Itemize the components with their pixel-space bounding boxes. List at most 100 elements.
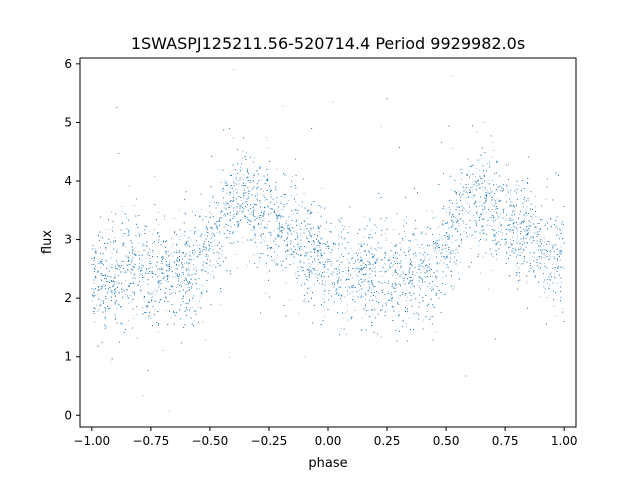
scatter-point <box>398 297 399 299</box>
scatter-point <box>542 281 544 283</box>
scatter-point <box>111 252 113 254</box>
scatter-point <box>259 261 260 263</box>
scatter-point <box>209 250 210 252</box>
scatter-point <box>220 304 222 306</box>
scatter-point <box>427 311 428 312</box>
scatter-point <box>526 206 528 208</box>
scatter-point <box>491 209 493 211</box>
scatter-point <box>538 267 539 269</box>
scatter-point <box>308 257 310 259</box>
scatter-point <box>288 200 289 202</box>
scatter-point <box>135 278 136 279</box>
scatter-point <box>198 230 200 231</box>
scatter-point <box>372 271 373 272</box>
scatter-point <box>550 280 551 281</box>
scatter-point <box>206 291 207 293</box>
scatter-point <box>300 248 302 250</box>
scatter-point <box>305 247 307 249</box>
scatter-point <box>459 218 461 219</box>
scatter-point <box>351 318 352 320</box>
scatter-point <box>338 234 339 236</box>
scatter-point <box>456 199 457 201</box>
scatter-point <box>282 106 284 107</box>
scatter-point <box>450 251 452 253</box>
scatter-point <box>147 291 149 293</box>
scatter-point <box>466 174 467 175</box>
scatter-point <box>317 270 318 271</box>
scatter-point <box>512 226 514 227</box>
scatter-point <box>255 246 257 248</box>
scatter-point <box>218 241 220 243</box>
scatter-point <box>124 233 126 234</box>
scatter-point <box>182 253 184 255</box>
scatter-point <box>440 260 441 262</box>
scatter-point <box>544 241 546 243</box>
scatter-point <box>204 234 206 235</box>
scatter-point <box>361 274 363 275</box>
scatter-point <box>256 200 258 202</box>
scatter-point <box>471 164 473 166</box>
scatter-point <box>129 295 131 296</box>
scatter-point <box>393 229 395 231</box>
scatter-point <box>183 256 185 257</box>
scatter-point <box>510 227 512 229</box>
scatter-point <box>128 259 130 260</box>
scatter-point <box>128 256 130 258</box>
scatter-point <box>260 227 261 229</box>
scatter-point <box>314 250 316 252</box>
scatter-point <box>246 201 248 202</box>
scatter-point <box>304 298 305 300</box>
scatter-point <box>519 276 521 277</box>
scatter-point <box>262 220 263 222</box>
scatter-point <box>484 189 485 191</box>
scatter-point <box>450 189 452 191</box>
scatter-point <box>309 210 311 211</box>
scatter-point <box>189 251 190 253</box>
scatter-point <box>353 253 355 255</box>
scatter-point <box>446 222 447 224</box>
scatter-point <box>262 239 264 241</box>
scatter-point <box>476 183 478 184</box>
scatter-point <box>394 257 396 259</box>
scatter-point <box>307 258 309 260</box>
scatter-point <box>148 283 150 285</box>
scatter-point <box>525 213 527 215</box>
scatter-point <box>133 266 135 268</box>
scatter-point <box>468 184 469 185</box>
scatter-point <box>446 223 448 224</box>
scatter-point <box>115 267 116 269</box>
scatter-point <box>126 289 128 291</box>
scatter-point <box>503 190 504 191</box>
scatter-point <box>553 246 554 248</box>
scatter-point <box>94 251 96 252</box>
scatter-point <box>436 245 438 247</box>
scatter-point <box>515 248 516 250</box>
scatter-point <box>134 250 136 252</box>
scatter-point <box>417 244 419 246</box>
scatter-point <box>335 244 336 245</box>
scatter-point <box>199 250 201 251</box>
scatter-point <box>214 239 215 241</box>
scatter-point <box>103 275 105 276</box>
scatter-point <box>524 231 525 232</box>
scatter-point <box>465 174 467 176</box>
scatter-point <box>254 236 256 238</box>
scatter-point <box>322 261 324 263</box>
scatter-point <box>202 321 204 323</box>
scatter-point <box>486 212 487 213</box>
scatter-point <box>253 254 255 256</box>
scatter-point <box>138 251 140 252</box>
scatter-point <box>427 286 429 287</box>
scatter-point <box>95 248 97 249</box>
scatter-point <box>551 271 552 273</box>
scatter-point <box>267 147 269 149</box>
scatter-point <box>188 254 190 256</box>
scatter-point <box>188 273 190 274</box>
scatter-point <box>208 245 210 246</box>
scatter-point <box>171 260 173 262</box>
scatter-point <box>438 263 440 265</box>
scatter-point <box>176 284 178 285</box>
scatter-point <box>364 306 366 308</box>
scatter-point <box>337 248 339 249</box>
